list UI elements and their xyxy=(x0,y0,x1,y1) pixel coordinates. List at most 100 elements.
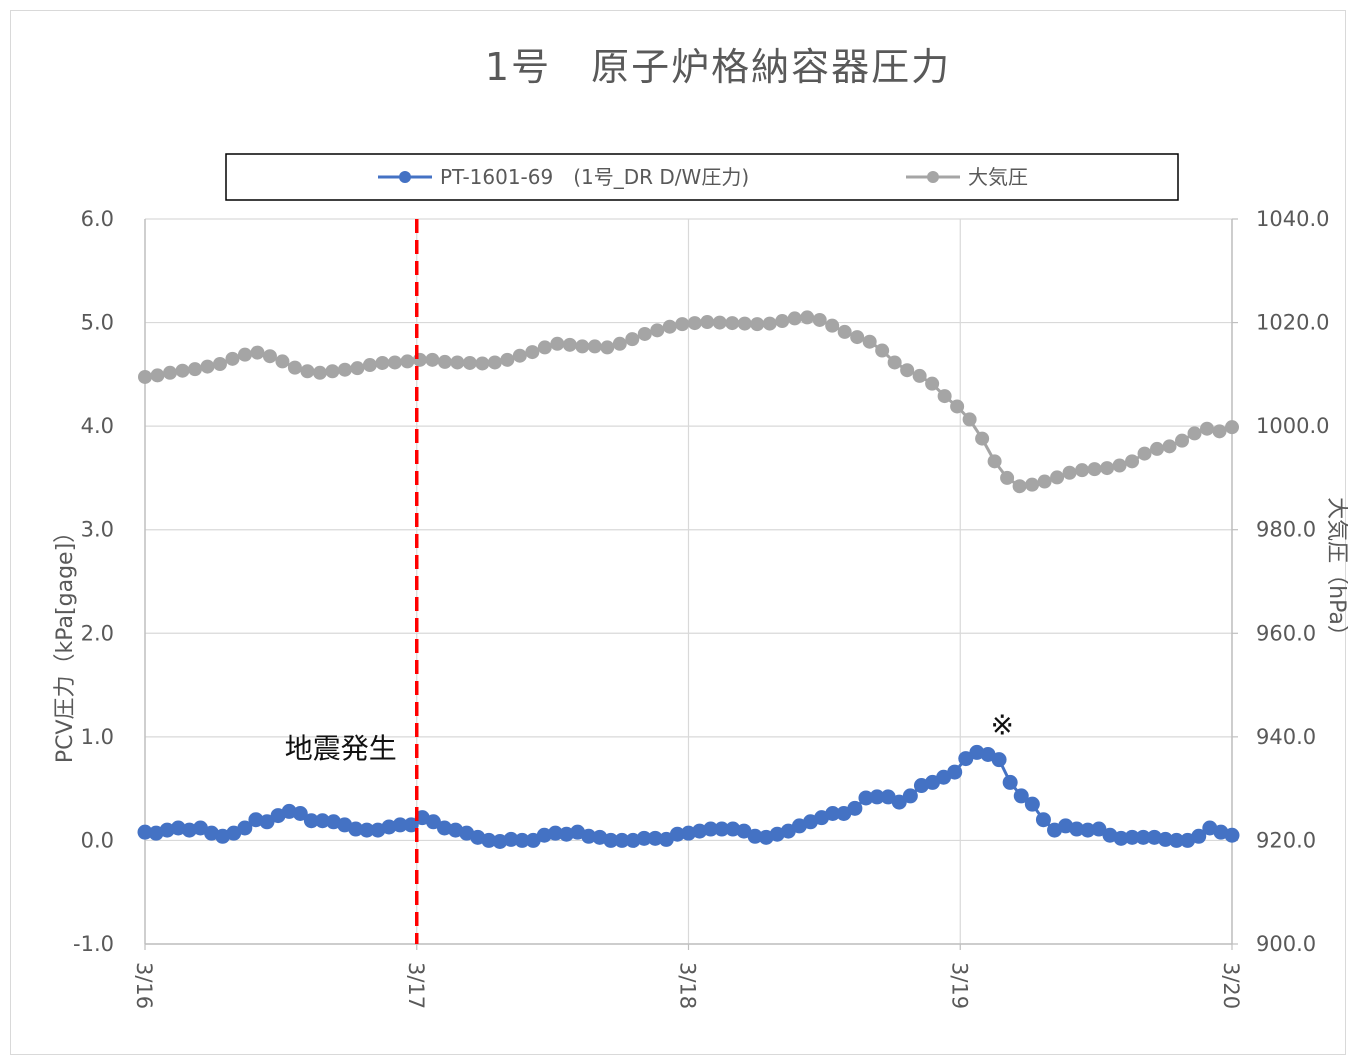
data-point xyxy=(1224,827,1240,843)
legend-swatch-marker-atm xyxy=(927,171,939,183)
data-point xyxy=(487,355,502,370)
x-tick-label: 3/20 xyxy=(1219,962,1243,1009)
data-point xyxy=(292,806,308,821)
data-point xyxy=(958,751,974,767)
y-left-axis-label: PCV圧力（kPa[gage]） xyxy=(53,521,78,763)
data-point xyxy=(837,324,852,339)
y-right-tick-label: 960.0 xyxy=(1256,621,1316,645)
data-point xyxy=(1013,788,1029,804)
legend-swatch-marker-pcv xyxy=(399,171,411,183)
data-point xyxy=(162,365,177,380)
y-left-tick-label: 2.0 xyxy=(81,621,114,645)
data-point xyxy=(1012,479,1027,494)
legend-entry-pcv: PT-1601-69 (1号_DR D/W圧力) xyxy=(440,165,749,189)
data-point xyxy=(262,349,277,364)
data-point xyxy=(187,362,202,377)
data-point xyxy=(312,365,327,380)
data-point xyxy=(714,821,730,837)
data-point xyxy=(587,339,602,354)
y-right-tick-label: 1040.0 xyxy=(1256,207,1329,231)
data-point xyxy=(1150,441,1165,456)
data-point xyxy=(687,316,702,331)
data-point xyxy=(287,360,302,375)
data-point xyxy=(248,812,264,828)
data-point xyxy=(225,351,240,366)
data-point xyxy=(692,823,708,839)
data-point xyxy=(902,788,918,804)
data-point xyxy=(850,330,865,345)
data-point xyxy=(1000,470,1015,485)
data-point xyxy=(869,789,885,805)
data-point xyxy=(237,347,252,362)
data-point xyxy=(1087,462,1102,477)
data-point xyxy=(362,358,377,373)
x-tick-label: 3/17 xyxy=(404,962,428,1009)
data-point xyxy=(400,354,415,369)
y-right-tick-labels: 900.0 920.0 940.0 960.0 980.0 1000.0 1020.0 104… xyxy=(1232,207,1329,956)
data-point xyxy=(900,363,915,378)
data-point xyxy=(725,316,740,331)
data-point xyxy=(681,825,696,841)
data-point xyxy=(1187,426,1202,441)
data-point xyxy=(350,361,365,376)
data-point xyxy=(712,315,727,330)
data-point xyxy=(492,833,508,849)
data-point xyxy=(725,821,741,837)
data-point xyxy=(662,319,677,334)
data-point xyxy=(947,764,963,780)
data-point xyxy=(825,318,840,333)
data-point xyxy=(1035,812,1051,828)
x-tick-label: 3/18 xyxy=(676,962,700,1009)
data-point xyxy=(475,356,490,371)
annotations: ※ xyxy=(991,708,1014,741)
data-point xyxy=(1135,829,1151,845)
data-point xyxy=(1100,461,1115,476)
data-point xyxy=(875,343,890,358)
data-point xyxy=(987,454,1002,469)
data-point xyxy=(1080,822,1096,838)
data-point xyxy=(337,362,352,377)
data-point xyxy=(1037,474,1052,489)
data-point xyxy=(1112,458,1127,473)
data-point xyxy=(700,315,715,330)
data-point xyxy=(737,316,752,331)
data-point xyxy=(150,368,165,383)
data-point xyxy=(392,817,408,833)
x-tick-labels: 3/16 3/17 3/18 3/19 3/20 xyxy=(132,944,1243,1009)
data-point xyxy=(212,357,227,371)
data-point xyxy=(647,830,663,846)
data-point xyxy=(375,355,390,370)
data-point xyxy=(1169,832,1185,848)
data-point xyxy=(1125,454,1140,469)
data-point xyxy=(787,311,802,326)
y-right-axis-label: 大気圧（hPa） xyxy=(1324,497,1348,647)
x-tick-label: 3/16 xyxy=(132,962,156,1009)
data-point xyxy=(137,824,153,840)
data-point xyxy=(200,359,215,374)
data-point xyxy=(1162,439,1177,454)
data-point xyxy=(1225,420,1239,435)
chart-frame xyxy=(10,10,1346,1055)
data-point xyxy=(450,355,465,370)
data-point xyxy=(750,317,765,332)
y-left-tick-label: 6.0 xyxy=(81,207,114,231)
data-point xyxy=(887,355,902,370)
data-point xyxy=(303,813,319,829)
data-point xyxy=(1024,796,1040,812)
data-point xyxy=(512,348,527,363)
data-point xyxy=(991,752,1007,768)
y-right-tick-label: 1020.0 xyxy=(1256,311,1329,335)
data-point xyxy=(1212,424,1227,439)
data-point xyxy=(581,828,597,844)
data-point xyxy=(425,352,440,367)
data-point xyxy=(1075,463,1090,478)
data-point xyxy=(503,831,519,847)
data-point xyxy=(1113,830,1129,846)
data-point xyxy=(1124,829,1140,845)
data-point xyxy=(403,817,419,833)
data-point xyxy=(600,340,615,355)
data-point xyxy=(500,352,515,367)
data-point xyxy=(962,412,977,427)
legend: PT-1601-69 (1号_DR D/W圧力) 大気圧 xyxy=(225,153,1179,201)
